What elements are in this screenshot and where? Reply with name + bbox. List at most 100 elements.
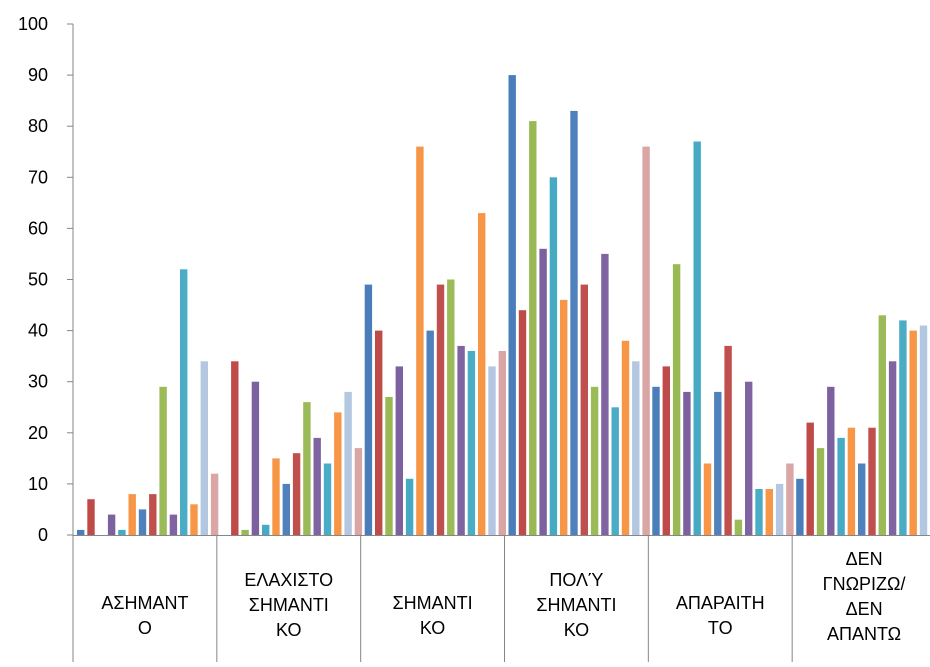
bar-s2-c2 — [231, 361, 239, 535]
bar-s1-c3 — [364, 284, 373, 535]
category-label-line: ΚΟ — [420, 618, 445, 638]
bar-s4-c5 — [683, 391, 691, 535]
category-label-line: ΣΗΜΑΝΤΙ — [536, 595, 616, 615]
bar-s6-c4 — [560, 299, 568, 535]
bar-s12-c3 — [478, 213, 486, 535]
bar-s5-c5 — [693, 141, 701, 535]
category-label-line: ΚΟ — [564, 620, 589, 640]
category-label-line: ΑΠΑΡΑΙΤΗ — [676, 593, 765, 613]
y-tick-label: 0 — [38, 525, 48, 545]
bar-s6-c2 — [272, 458, 280, 535]
bar-s2-c6 — [806, 422, 814, 535]
bar-s7-c6 — [858, 463, 866, 535]
bar-s5-c2 — [262, 524, 270, 535]
y-tick-label: 70 — [28, 167, 48, 187]
bar-s5-c1 — [118, 529, 126, 535]
bar-s13-c4 — [632, 361, 640, 535]
bar-s7-c4 — [570, 110, 578, 536]
axes: 0 10 20 30 40 50 60 70 80 90 100 — [18, 14, 930, 662]
y-tick-label: 30 — [28, 372, 48, 392]
bar-s3-c4 — [529, 121, 537, 535]
bar-s9-c5 — [734, 519, 743, 535]
bar-s5-c6 — [837, 437, 845, 535]
bar-s3-c6 — [816, 448, 825, 535]
category-label-line: Ο — [138, 618, 152, 638]
bar-s2-c5 — [662, 366, 670, 535]
category-label-line: ΓΝΩΡΙΖΩ/ — [823, 574, 906, 594]
bar-s10-c5 — [745, 381, 753, 535]
plot-area — [77, 75, 928, 536]
y-tick-label: 60 — [28, 218, 48, 238]
category-label-3: ΣΗΜΑΝΤΙ ΚΟ — [393, 593, 473, 638]
category-label-line: ΕΛΑΧΙΣΤΟ — [244, 570, 333, 590]
bar-s10-c3 — [457, 345, 465, 535]
bar-s6-c6 — [847, 427, 856, 535]
bar-s9-c4 — [590, 386, 599, 535]
bar-s13-c6 — [919, 325, 928, 535]
bar-s7-c3 — [426, 330, 434, 535]
bar-s11-c6 — [899, 320, 907, 535]
bar-s14-c1 — [210, 473, 219, 535]
bar-s10-c1 — [169, 514, 178, 535]
category-label-line: ΤΟ — [708, 618, 733, 638]
bar-s13-c3 — [488, 366, 496, 535]
bar-s1-c6 — [796, 478, 804, 535]
bar-s4-c1 — [107, 514, 116, 535]
bar-s7-c2 — [282, 483, 290, 535]
category-label-4: ΠΟΛΎ ΣΗΜΑΝΤΙ ΚΟ — [536, 570, 616, 640]
bar-s4-c3 — [395, 366, 403, 535]
bar-s11-c4 — [611, 407, 619, 536]
category-label-line: ΑΠΑΝΤΩ — [827, 624, 901, 644]
bar-s1-c4 — [508, 75, 516, 535]
category-label-5: ΑΠΑΡΑΙΤΗ ΤΟ — [676, 593, 765, 638]
bar-s3-c5 — [672, 264, 681, 535]
bar-s8-c2 — [292, 453, 301, 535]
category-label-line: ΣΗΜΑΝΤΙ — [393, 593, 473, 613]
bar-s8-c1 — [149, 494, 157, 535]
bar-s7-c5 — [714, 391, 722, 535]
bar-s2-c1 — [87, 499, 95, 535]
bar-s14-c2 — [354, 448, 363, 535]
bar-s13-c1 — [200, 361, 208, 535]
bar-s2-c4 — [518, 310, 527, 535]
category-label-1: ΑΣΗΜΑΝΤ Ο — [101, 593, 188, 638]
category-label-line: ΔΕΝ — [846, 599, 883, 619]
bar-s11-c2 — [323, 463, 332, 535]
bar-s6-c5 — [703, 463, 712, 535]
bar-s8-c4 — [580, 284, 588, 535]
bar-s12-c6 — [909, 330, 917, 535]
bar-s9-c2 — [303, 402, 311, 535]
bar-s1-c5 — [652, 386, 660, 535]
bar-s10-c6 — [888, 361, 897, 535]
y-tick-label: 10 — [28, 474, 48, 494]
category-label-line: ΚΟ — [276, 620, 301, 640]
y-tick-label: 50 — [28, 270, 48, 290]
bar-s12-c4 — [621, 340, 630, 535]
bar-s8-c6 — [868, 427, 876, 535]
bar-s11-c5 — [755, 489, 763, 535]
bar-s4-c2 — [251, 381, 260, 535]
bar-s13-c5 — [775, 483, 784, 535]
bar-s2-c3 — [375, 330, 383, 535]
bar-s11-c3 — [467, 351, 476, 535]
bar-s8-c5 — [724, 345, 732, 535]
bar-s14-c5 — [786, 463, 794, 535]
bar-s6-c1 — [128, 494, 136, 535]
bar-s14-c4 — [642, 146, 650, 535]
y-tick-label: 90 — [28, 65, 48, 85]
bar-s12-c2 — [334, 412, 342, 535]
bar-s10-c2 — [313, 437, 321, 535]
bar-s10-c4 — [601, 253, 609, 535]
y-tick-label: 80 — [28, 116, 48, 136]
bar-s9-c1 — [159, 386, 167, 535]
bar-s12-c1 — [190, 504, 198, 535]
bar-s8-c3 — [436, 284, 445, 535]
category-label-line: ΔΕΝ — [846, 549, 883, 569]
bar-s11-c1 — [180, 269, 188, 535]
y-tick-label: 100 — [18, 14, 48, 34]
bar-s5-c4 — [549, 177, 558, 536]
bar-s14-c3 — [498, 351, 506, 535]
category-label-6: ΔΕΝ ΓΝΩΡΙΖΩ/ΔΕΝ ΑΠΑΝΤΩ — [823, 549, 906, 644]
bar-s13-c2 — [344, 391, 352, 535]
